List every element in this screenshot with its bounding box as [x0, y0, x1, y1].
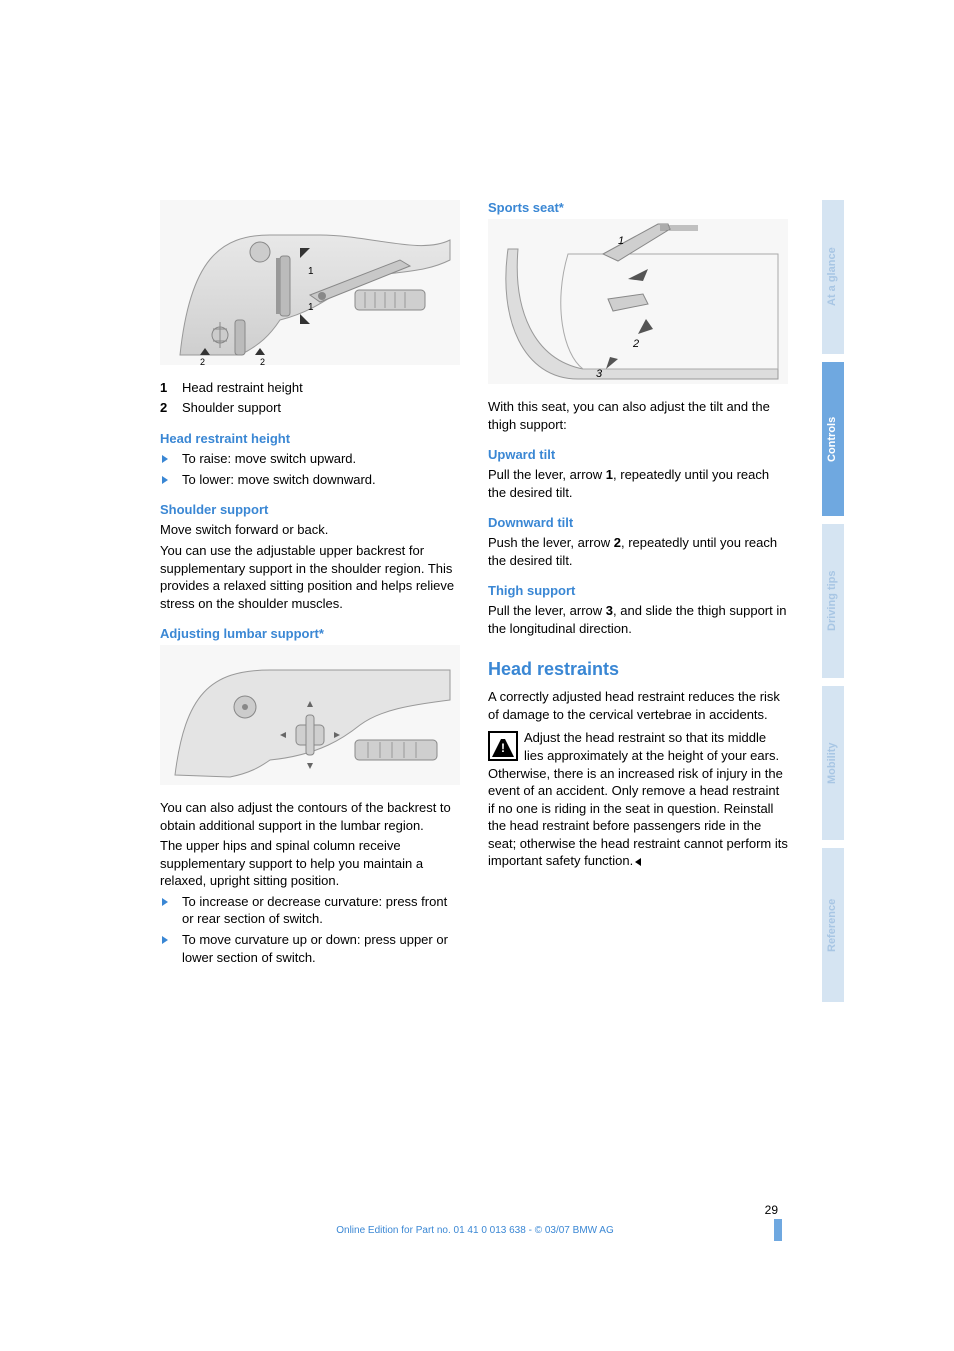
- warning-text: Adjust the head restraint so that its mi…: [488, 730, 788, 868]
- left-column: 1 1 2 2 1 Head restraint height: [160, 200, 460, 969]
- legend-text: Head restraint height: [182, 379, 303, 397]
- arrow-number: 2: [614, 535, 621, 550]
- lumbar-p1: You can also adjust the contours of the …: [160, 799, 460, 834]
- shoulder-p2: You can use the adjustable upper backres…: [160, 542, 460, 612]
- tab-driving-tips[interactable]: Driving tips: [822, 524, 844, 678]
- triangle-bullet-icon: [160, 931, 182, 966]
- svg-text:1: 1: [308, 266, 314, 277]
- sports-seat-illustration: 1 2 3: [488, 219, 788, 384]
- svg-text:2: 2: [260, 357, 265, 365]
- downward-tilt-text: Push the lever, arrow 2, repeatedly unti…: [488, 534, 788, 569]
- triangle-bullet-icon: [160, 893, 182, 928]
- bullet-item: To lower: move switch downward.: [160, 471, 376, 489]
- bullet-text: To lower: move switch downward.: [182, 471, 376, 489]
- legend-item-2: 2 Shoulder support: [160, 399, 281, 417]
- head-restraints-p1: A correctly adjusted head restraint redu…: [488, 688, 788, 723]
- arrow-number: 1: [606, 467, 613, 482]
- heading-downward-tilt: Downward tilt: [488, 515, 788, 530]
- legend-number: 1: [160, 379, 182, 397]
- svg-text:2: 2: [632, 338, 639, 350]
- heading-sports-seat: Sports seat*: [488, 200, 788, 215]
- footer-copyright: Online Edition for Part no. 01 41 0 013 …: [160, 1225, 790, 1236]
- legend-text: Shoulder support: [182, 399, 281, 417]
- upward-tilt-text: Pull the lever, arrow 1, repeatedly unti…: [488, 466, 788, 501]
- heading-head-restraint-height: Head restraint height: [160, 431, 460, 446]
- tab-controls[interactable]: Controls: [822, 362, 844, 516]
- heading-upward-tilt: Upward tilt: [488, 447, 788, 462]
- heading-lumbar-support: Adjusting lumbar support*: [160, 626, 460, 641]
- note-end-icon: [633, 853, 641, 868]
- thigh-support-text: Pull the lever, arrow 3, and slide the t…: [488, 602, 788, 637]
- heading-shoulder-support: Shoulder support: [160, 502, 460, 517]
- arrow-number: 3: [606, 603, 613, 618]
- shoulder-p1: Move switch forward or back.: [160, 521, 460, 539]
- txt: Pull the lever, arrow: [488, 467, 606, 482]
- heading-head-restraints: Head restraints: [488, 659, 788, 680]
- bullet-text: To move curvature up or down: press uppe…: [182, 931, 460, 966]
- bullet-item: To raise: move switch upward.: [160, 450, 356, 468]
- svg-text:1: 1: [308, 302, 314, 313]
- tab-at-a-glance[interactable]: At a glance: [822, 200, 844, 354]
- legend-item-1: 1 Head restraint height: [160, 379, 303, 397]
- sports-intro: With this seat, you can also adjust the …: [488, 398, 788, 433]
- bullet-text: To increase or decrease curvature: press…: [182, 893, 460, 928]
- side-tabs: At a glance Controls Driving tips Mobili…: [822, 200, 844, 1002]
- txt: Push the lever, arrow: [488, 535, 614, 550]
- lumbar-illustration: [160, 645, 460, 785]
- page-number: 29: [160, 1203, 790, 1217]
- triangle-bullet-icon: [160, 471, 182, 489]
- legend-number: 2: [160, 399, 182, 417]
- warning-icon: [488, 731, 518, 761]
- heading-thigh-support: Thigh support: [488, 583, 788, 598]
- triangle-bullet-icon: [160, 450, 182, 468]
- svg-text:1: 1: [618, 235, 624, 247]
- svg-text:2: 2: [200, 357, 205, 365]
- bullet-item: To increase or decrease curvature: press…: [160, 893, 460, 928]
- right-column: Sports seat* 1: [488, 200, 788, 969]
- footer: 29 Online Edition for Part no. 01 41 0 0…: [160, 1203, 790, 1236]
- seat-switch-illustration: 1 1 2 2: [160, 200, 460, 365]
- tab-mobility[interactable]: Mobility: [822, 686, 844, 840]
- bullet-item: To move curvature up or down: press uppe…: [160, 931, 460, 966]
- bullet-text: To raise: move switch upward.: [182, 450, 356, 468]
- warning-note: Adjust the head restraint so that its mi…: [488, 729, 788, 869]
- page-marker-bar: [774, 1219, 782, 1241]
- tab-reference[interactable]: Reference: [822, 848, 844, 1002]
- content-area: 1 1 2 2 1 Head restraint height: [160, 200, 790, 969]
- txt: Pull the lever, arrow: [488, 603, 606, 618]
- svg-text:3: 3: [596, 368, 603, 380]
- lumbar-p2: The upper hips and spinal column receive…: [160, 837, 460, 890]
